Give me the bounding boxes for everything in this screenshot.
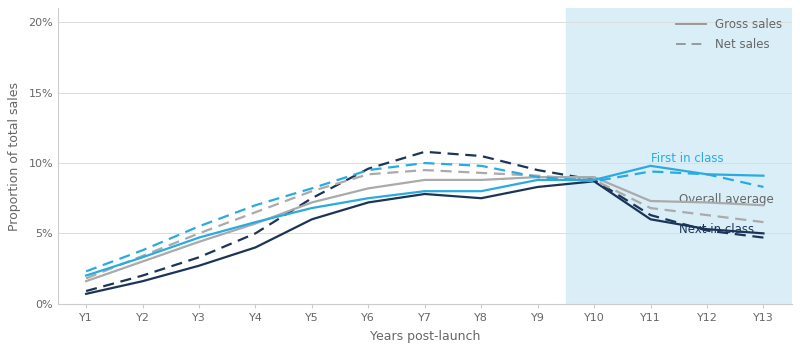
Legend: Gross sales, Net sales: Gross sales, Net sales [673, 14, 786, 54]
Y-axis label: Proportion of total sales: Proportion of total sales [8, 81, 22, 231]
X-axis label: Years post-launch: Years post-launch [370, 330, 480, 343]
Text: First in class: First in class [650, 152, 723, 165]
Text: Overall average: Overall average [678, 193, 774, 206]
Text: Next in class: Next in class [678, 223, 754, 236]
Bar [566, 8, 792, 304]
